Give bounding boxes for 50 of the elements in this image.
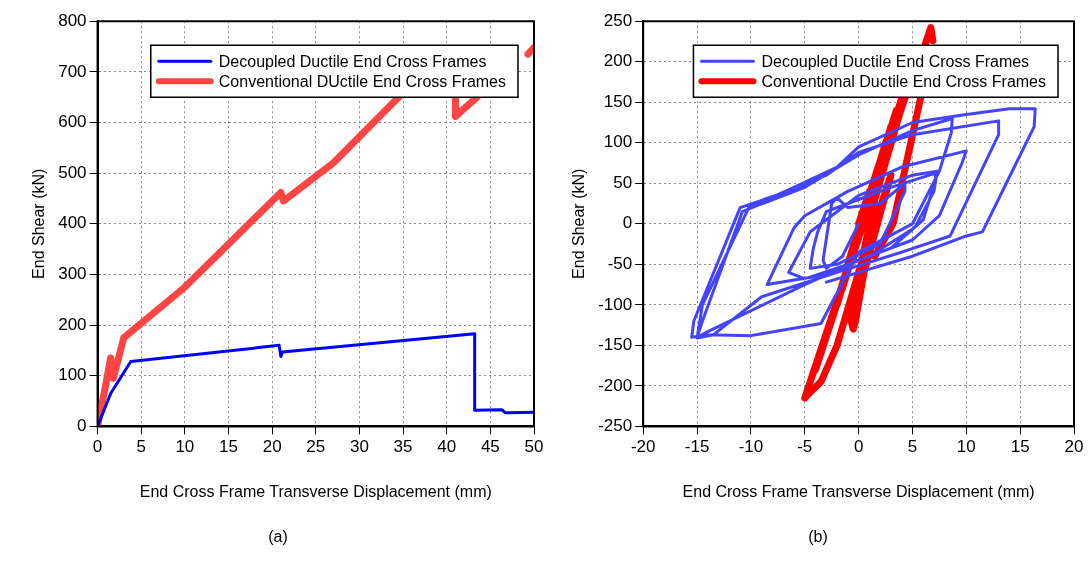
x-tick-label: 30 xyxy=(349,437,369,457)
y-tick-label: 600 xyxy=(58,112,87,132)
x-tick-label: 40 xyxy=(437,437,457,457)
x-tick-label: 10 xyxy=(956,437,976,457)
y-tick-label: 400 xyxy=(58,213,87,233)
x-tick-label: 15 xyxy=(1010,437,1030,457)
x-tick-label: -10 xyxy=(738,437,764,457)
y-axis-title: End Shear (kN) xyxy=(570,168,588,279)
y-tick-label: -150 xyxy=(598,335,633,355)
x-tick-label: 45 xyxy=(480,437,500,457)
x-tick-label: 10 xyxy=(175,437,195,457)
x-tick-label: 35 xyxy=(393,437,413,457)
y-tick-label: 800 xyxy=(58,10,87,30)
x-tick-label: 5 xyxy=(907,437,918,457)
y-tick-label: 700 xyxy=(58,61,87,81)
y-tick-label: 0 xyxy=(622,213,633,233)
x-tick-label: 5 xyxy=(136,437,146,457)
y-tick-label: 100 xyxy=(58,365,87,385)
x-axis-title: End Cross Frame Transverse Displacement (mm) xyxy=(682,482,1035,500)
text: (b) xyxy=(807,528,829,546)
y-tick-label: 200 xyxy=(603,51,633,71)
y-tick-label: 100 xyxy=(603,132,633,152)
y-tick-label: -200 xyxy=(598,375,633,395)
y-tick-label: 250 xyxy=(603,10,633,30)
y-tick-label: -100 xyxy=(598,294,633,314)
x-tick-label: -15 xyxy=(684,437,710,457)
x-axis-title: End Cross Frame Transverse Displacement (mm) xyxy=(139,482,492,500)
x-tick-label: -5 xyxy=(797,437,813,457)
text: (a) xyxy=(267,528,289,546)
y-tick-label: -50 xyxy=(607,254,633,274)
x-tick-label: 0 xyxy=(853,437,864,457)
y-tick-label: 0 xyxy=(77,416,87,436)
x-tick-label: 25 xyxy=(306,437,326,457)
y-tick-label: 150 xyxy=(603,91,633,111)
y-tick-label: -250 xyxy=(598,416,633,436)
legend-label: Decoupled Ductile End Cross Frames xyxy=(761,52,1030,70)
legend-label: Conventional DUctile End Cross Frames xyxy=(218,72,506,90)
y-tick-label: 200 xyxy=(58,314,87,334)
legend-label: Conventional Ductile End Cross Frames xyxy=(761,72,1046,90)
x-tick-label: -20 xyxy=(630,437,656,457)
y-axis-title: End Shear (kN) xyxy=(30,168,48,279)
legend-label: Decoupled Ductile End Cross Frames xyxy=(218,52,487,70)
x-tick-label: 15 xyxy=(219,437,238,457)
y-tick-label: 300 xyxy=(58,264,87,284)
y-tick-label: 50 xyxy=(613,172,633,192)
x-tick-label: 20 xyxy=(262,437,282,457)
y-tick-label: 500 xyxy=(58,162,87,182)
x-tick-label: 50 xyxy=(524,437,544,457)
x-tick-label: 0 xyxy=(92,437,103,457)
x-tick-label: 20 xyxy=(1064,437,1084,457)
